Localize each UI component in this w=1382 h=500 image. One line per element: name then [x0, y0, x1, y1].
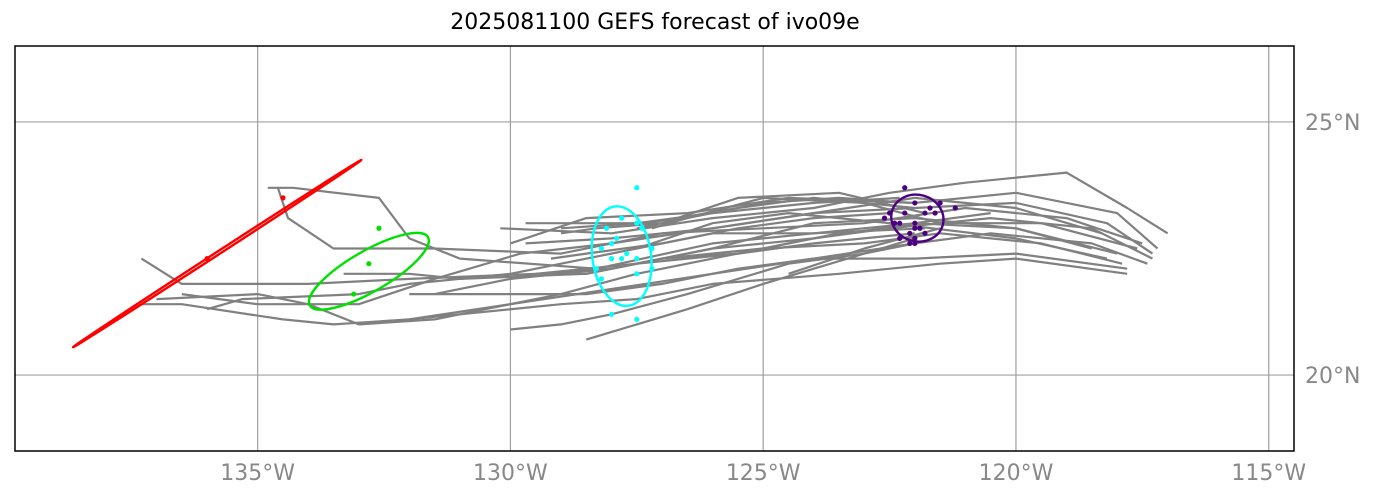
lon-tick-label: 125°W [726, 461, 801, 486]
time-groups [71, 158, 958, 349]
forecast-position-point [649, 245, 655, 252]
tick-labels: 135°W 130°W 125°W 120°W 115°W 25°N 20°N [220, 111, 1360, 486]
forecast-position-point [902, 210, 908, 216]
forecast-position-point [603, 225, 610, 231]
ensemble-track-11 [206, 212, 1108, 311]
forecast-position-point [608, 240, 615, 247]
ensemble-track-17 [788, 227, 941, 275]
forecast-position-point [922, 210, 928, 216]
forecast-position-point [598, 276, 605, 282]
ensemble-track-13 [434, 217, 1093, 296]
forecast-position-point [351, 291, 357, 297]
forecast-position-point [902, 185, 908, 191]
forecast-position-point [634, 185, 640, 191]
ensemble-track-16 [585, 237, 916, 341]
forecast-position-point [624, 250, 630, 257]
forecast-position-point [619, 256, 625, 262]
forecast-position-point [608, 311, 615, 317]
forecast-position-point [639, 225, 645, 231]
map-title: 2025081100 GEFS forecast of ivo09e [450, 10, 860, 35]
ensemble-tracks [140, 171, 1169, 341]
plot-frame [14, 45, 1295, 452]
forecast-position-point [376, 225, 382, 231]
lon-tick-label: 135°W [220, 461, 295, 486]
forecast-position-point [634, 316, 640, 322]
forecast-position-point [927, 205, 933, 211]
lon-tick-label: 115°W [1231, 461, 1306, 486]
ensemble-track-5 [276, 187, 1143, 255]
forecast-position-point [649, 266, 655, 272]
time-group-1 [590, 185, 655, 322]
forecast-position-point [912, 200, 918, 206]
forecast-position-point [366, 261, 372, 267]
ensemble-track-9 [343, 232, 1123, 280]
forecast-position-point [593, 266, 599, 272]
lon-tick-label: 130°W [473, 461, 548, 486]
forecast-position-point [886, 210, 893, 216]
forecast-position-point [204, 256, 210, 262]
lat-tick-label: 20°N [1305, 364, 1360, 389]
forecast-position-point [932, 210, 938, 216]
forecast-position-point [922, 230, 928, 236]
forecast-position-point [907, 230, 913, 236]
uncertainty-ellipse [890, 193, 945, 243]
forecast-position-point [613, 235, 620, 241]
forecast-position-point [881, 215, 888, 221]
forecast-position-point [634, 256, 640, 262]
forecast-position-point [917, 225, 923, 231]
lat-tick-label: 25°N [1305, 111, 1360, 136]
ensemble-track-7 [141, 252, 1128, 326]
forecast-position-point [912, 225, 918, 231]
forecast-position-point [912, 240, 918, 247]
forecast-position-point [608, 256, 615, 262]
lon-tick-label: 120°W [979, 461, 1054, 486]
ensemble-track-2 [525, 201, 1154, 255]
forecast-position-point [937, 200, 943, 206]
forecast-position-point [619, 215, 625, 221]
ensemble-track-25 [636, 227, 926, 250]
forecast-position-point [634, 271, 640, 277]
uncertainty-ellipse [71, 158, 363, 349]
time-group-0 [881, 185, 958, 247]
forecast-position-point [892, 220, 898, 226]
forecast-position-point [897, 220, 903, 226]
forecast-position-point [280, 195, 286, 201]
forecast-position-point [897, 235, 903, 241]
ensemble-track-24 [540, 232, 915, 275]
uncertainty-ellipse [590, 205, 653, 308]
uncertainty-ellipse [307, 231, 431, 311]
forecast-position-point [598, 245, 605, 252]
forecast-position-point [634, 220, 640, 226]
ensemble-track-22 [651, 196, 910, 230]
ensemble-track-0 [500, 171, 1169, 235]
forecast-position-point [912, 235, 918, 241]
ensemble-track-19 [560, 191, 926, 235]
ensemble-track-8 [156, 257, 1128, 326]
forecast-position-point [912, 220, 918, 226]
time-group-2 [307, 225, 431, 311]
forecast-position-point [952, 205, 958, 211]
forecast-position-point [907, 240, 913, 247]
time-group-3 [71, 158, 363, 349]
